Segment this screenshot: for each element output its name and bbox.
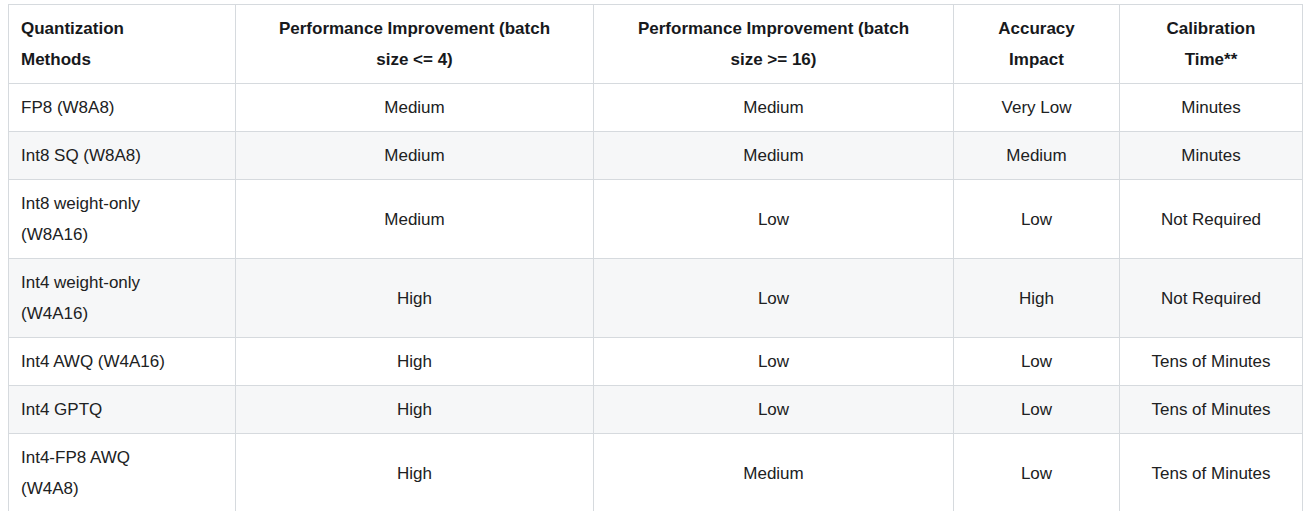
column-header-calibration-time: Calibration Time** [1120, 5, 1303, 84]
method-label: Int4 GPTQ [21, 394, 102, 425]
method-label: Int8 weight-only (W8A16) [21, 188, 191, 250]
cell-calibration-time: Tens of Minutes [1120, 434, 1303, 511]
cell-perf-small-batch: Medium [236, 84, 594, 132]
cell-perf-small-batch: Medium [236, 180, 594, 259]
column-header-label: Quantization Methods [21, 13, 171, 75]
cell-quantization-method: Int4 GPTQ [9, 386, 236, 434]
cell-calibration-time: Tens of Minutes [1120, 386, 1303, 434]
cell-calibration-time: Minutes [1120, 132, 1303, 180]
column-header-perf-small-batch: Performance Improvement (batch size <= 4… [236, 5, 594, 84]
column-header-quantization-methods: Quantization Methods [9, 5, 236, 84]
quantization-comparison-table: Quantization Methods Performance Improve… [8, 4, 1303, 511]
cell-perf-large-batch: Low [594, 180, 954, 259]
cell-perf-large-batch: Medium [594, 132, 954, 180]
cell-accuracy-impact: Low [954, 434, 1120, 511]
cell-accuracy-impact: Low [954, 180, 1120, 259]
cell-accuracy-impact: Very Low [954, 84, 1120, 132]
cell-perf-large-batch: Low [594, 259, 954, 338]
cell-perf-large-batch: Medium [594, 84, 954, 132]
column-header-label: Accuracy Impact [981, 13, 1093, 75]
method-label: Int4 weight-only (W4A16) [21, 267, 191, 329]
cell-calibration-time: Not Required [1120, 259, 1303, 338]
method-label: Int4-FP8 AWQ (W4A8) [21, 442, 191, 504]
cell-accuracy-impact: Low [954, 338, 1120, 386]
cell-calibration-time: Not Required [1120, 180, 1303, 259]
method-label: Int4 AWQ (W4A16) [21, 346, 165, 377]
cell-quantization-method: FP8 (W8A8) [9, 84, 236, 132]
cell-perf-large-batch: Medium [594, 434, 954, 511]
table-body: FP8 (W8A8) Medium Medium Very Low Minute… [9, 84, 1303, 511]
table-header: Quantization Methods Performance Improve… [9, 5, 1303, 84]
table-row: Int8 weight-only (W8A16) Medium Low Low … [9, 180, 1303, 259]
cell-perf-small-batch: High [236, 386, 594, 434]
table-row: FP8 (W8A8) Medium Medium Very Low Minute… [9, 84, 1303, 132]
column-header-label: Calibration Time** [1148, 13, 1274, 75]
cell-perf-small-batch: High [236, 259, 594, 338]
table-row: Int4-FP8 AWQ (W4A8) High Medium Low Tens… [9, 434, 1303, 511]
cell-perf-small-batch: High [236, 338, 594, 386]
cell-perf-small-batch: Medium [236, 132, 594, 180]
cell-accuracy-impact: Low [954, 386, 1120, 434]
cell-calibration-time: Minutes [1120, 84, 1303, 132]
cell-perf-large-batch: Low [594, 338, 954, 386]
quantization-table-container: Quantization Methods Performance Improve… [8, 4, 1303, 511]
header-row: Quantization Methods Performance Improve… [9, 5, 1303, 84]
cell-perf-small-batch: High [236, 434, 594, 511]
table-row: Int4 AWQ (W4A16) High Low Low Tens of Mi… [9, 338, 1303, 386]
column-header-label: Performance Improvement (batch size >= 1… [628, 13, 920, 75]
method-label: FP8 (W8A8) [21, 92, 115, 123]
table-row: Int4 weight-only (W4A16) High Low High N… [9, 259, 1303, 338]
table-row: Int8 SQ (W8A8) Medium Medium Medium Minu… [9, 132, 1303, 180]
cell-quantization-method: Int4 AWQ (W4A16) [9, 338, 236, 386]
column-header-label: Performance Improvement (batch size <= 4… [269, 13, 561, 75]
cell-quantization-method: Int8 SQ (W8A8) [9, 132, 236, 180]
table-row: Int4 GPTQ High Low Low Tens of Minutes [9, 386, 1303, 434]
cell-quantization-method: Int4-FP8 AWQ (W4A8) [9, 434, 236, 511]
column-header-perf-large-batch: Performance Improvement (batch size >= 1… [594, 5, 954, 84]
cell-calibration-time: Tens of Minutes [1120, 338, 1303, 386]
method-label: Int8 SQ (W8A8) [21, 140, 141, 171]
cell-quantization-method: Int8 weight-only (W8A16) [9, 180, 236, 259]
cell-accuracy-impact: High [954, 259, 1120, 338]
cell-perf-large-batch: Low [594, 386, 954, 434]
cell-quantization-method: Int4 weight-only (W4A16) [9, 259, 236, 338]
column-header-accuracy-impact: Accuracy Impact [954, 5, 1120, 84]
cell-accuracy-impact: Medium [954, 132, 1120, 180]
